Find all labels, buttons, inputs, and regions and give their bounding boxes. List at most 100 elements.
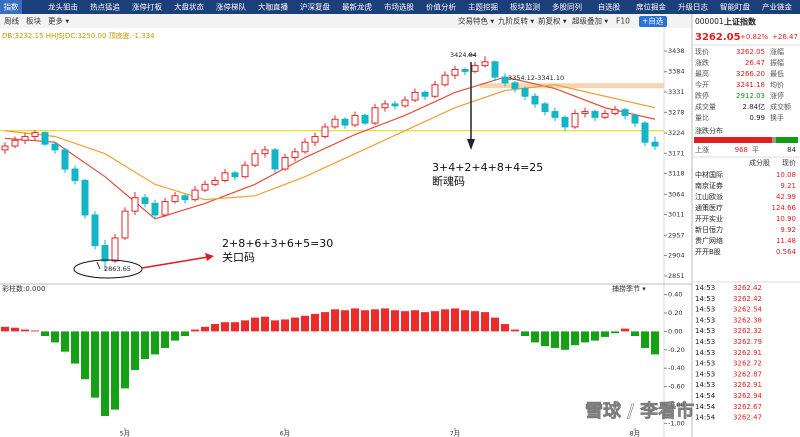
y-tick-label: 3224 (668, 129, 685, 137)
sub-selector[interactable]: 捕捞季节 ▾ (612, 284, 646, 293)
candle-body (631, 114, 639, 124)
toolbar-item[interactable]: 前复权 ▾ (538, 16, 567, 26)
toolbar-item[interactable]: 更多 ▾ (48, 16, 69, 26)
histogram-bar (221, 322, 229, 332)
nav-tab[interactable]: 产业链金 (762, 2, 792, 12)
tick-time: 14:53 (695, 370, 715, 378)
stock-name[interactable]: 南京证券 (695, 181, 723, 190)
stock-name[interactable]: 江山欧派 (695, 192, 723, 201)
field-label: 今开 (695, 80, 709, 89)
nav-tab[interactable]: 市场选股 (384, 2, 414, 12)
candle-body (101, 245, 109, 262)
nav-tab[interactable]: 涨停打板 (132, 2, 162, 12)
note: 断魂码 (432, 174, 465, 188)
quote-change-pct: +0.82% (740, 33, 768, 41)
candle-body (571, 112, 579, 128)
y-tick-label: -0.20 (668, 346, 685, 354)
nav-tab[interactable]: 指数 (4, 2, 19, 12)
candle-body (51, 143, 59, 151)
field-label: 最高 (695, 69, 709, 78)
field-label: 涨幅 (770, 47, 784, 56)
histogram-bar (111, 331, 119, 410)
stock-name[interactable]: 开开实业 (695, 214, 723, 223)
histogram-bar (601, 331, 609, 337)
candle-body (351, 114, 359, 126)
tick-time: 14:53 (695, 327, 715, 335)
histogram-bar (651, 331, 659, 355)
toolbar-item[interactable]: 板块 (26, 16, 41, 26)
candle-body (451, 68, 459, 76)
histogram-bar (461, 310, 469, 332)
histogram-bar (541, 331, 549, 347)
histogram-bar (421, 312, 429, 332)
ma-line (4, 84, 656, 201)
nav-tab[interactable]: 最新龙虎 (342, 2, 372, 12)
red-arrow (141, 256, 209, 269)
histogram-bar (161, 331, 169, 348)
candle-body (331, 118, 339, 128)
nav-tab[interactable]: 龙头狙击 (48, 2, 78, 12)
dist-value: 968 (735, 146, 748, 154)
tick-time: 14:53 (695, 295, 715, 303)
stocks-header: 现价 (782, 159, 796, 167)
nav-tab[interactable]: 主题挖掘 (468, 2, 498, 12)
toolbar-item[interactable]: +自选 (642, 16, 664, 26)
toolbar-item[interactable]: F10 (616, 17, 630, 26)
stock-price: 9.92 (780, 226, 796, 234)
note: 2+8+6+3+6+5=30 (222, 237, 333, 250)
low-pointer (96, 261, 101, 270)
histogram-bar (261, 316, 269, 332)
candle-body (151, 202, 159, 216)
stock-name[interactable]: 贵广网络 (695, 236, 723, 245)
candle-body (91, 214, 99, 247)
histogram-bar (341, 310, 349, 332)
circle-mark (73, 259, 143, 279)
histogram-bar (121, 331, 129, 389)
toolbar-item[interactable]: 超级叠加 ▾ (572, 16, 608, 26)
nav-tab[interactable]: 升级日志 (678, 2, 708, 12)
nav-tab[interactable]: 沪深复盘 (300, 2, 330, 12)
histogram-bar (441, 309, 449, 332)
histogram-bar (61, 331, 69, 352)
stock-name[interactable]: 开开B股 (695, 248, 721, 256)
field-label: 跌停 (695, 91, 709, 100)
toolbar-item[interactable]: 周线 (4, 16, 19, 26)
dist-value: 84 (787, 146, 796, 154)
stock-name[interactable]: 中材国际 (695, 170, 723, 179)
toolbar-item[interactable]: 九阶反转 ▾ (498, 16, 534, 26)
field-label: 现价 (695, 48, 709, 56)
ma-line (4, 76, 656, 220)
stock-name[interactable]: 通策医疗 (695, 203, 723, 212)
toolbar-item[interactable]: 交易特色 ▾ (458, 16, 494, 26)
histogram-bar (271, 320, 279, 332)
nav-tab[interactable]: 价值分析 (426, 2, 456, 12)
stock-name[interactable]: 新日恒力 (695, 225, 723, 234)
stock-price: 10.90 (776, 215, 796, 223)
nav-tab[interactable]: 智能盯盘 (720, 2, 750, 12)
x-tick-label: 8月 (630, 430, 641, 437)
nav-tab[interactable]: 涨停梯队 (216, 2, 246, 12)
candle-body (321, 126, 329, 137)
histogram-bar (581, 331, 589, 343)
x-tick-label: 7月 (450, 430, 461, 437)
nav-tab[interactable]: 热点猛追 (90, 2, 120, 12)
nav-tab[interactable]: 大盘状态 (174, 2, 204, 12)
nav-tab[interactable]: 多股同列 (552, 2, 582, 12)
histogram-bar (631, 331, 639, 336)
tick-time: 14:53 (695, 349, 715, 357)
histogram-bar (141, 331, 149, 359)
nav-tab[interactable]: 板块监测 (510, 2, 540, 12)
nav-tab[interactable]: 自选股 (598, 2, 621, 12)
histogram-bar (431, 311, 439, 332)
field-label: 涨跌 (695, 58, 709, 67)
candle-body (461, 68, 469, 72)
nav-tab-active (0, 0, 22, 14)
quote-panel (692, 14, 800, 437)
histogram-bar (21, 329, 29, 332)
field-label: 涨停 (770, 91, 784, 100)
x-tick-label: 6月 (280, 430, 291, 437)
nav-tab[interactable]: 大咖直播 (258, 2, 288, 12)
candle-body (181, 195, 189, 201)
candle-body (281, 157, 289, 170)
nav-tab[interactable]: 席位掘金 (636, 2, 666, 12)
